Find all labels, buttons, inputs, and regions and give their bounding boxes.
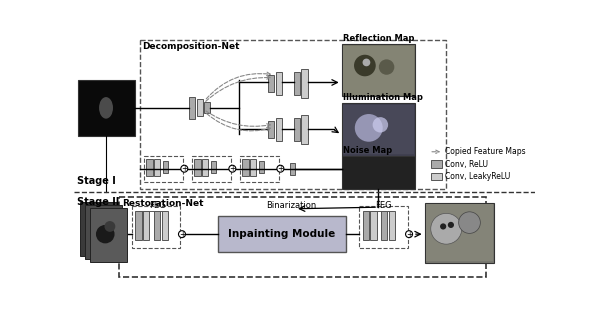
Bar [192, 156, 231, 182]
Bar [154, 211, 160, 240]
Bar [293, 72, 300, 95]
Bar [154, 159, 160, 176]
Bar [135, 211, 142, 240]
Bar [362, 211, 369, 240]
Bar [342, 44, 415, 96]
Bar [197, 100, 203, 116]
Circle shape [181, 165, 188, 172]
Text: Binarization: Binarization [266, 201, 317, 210]
Text: Stage I: Stage I [77, 176, 115, 186]
Bar [211, 161, 216, 173]
Text: Illumination Map: Illumination Map [343, 94, 423, 102]
Bar [268, 75, 274, 92]
FancyArrowPatch shape [207, 113, 270, 131]
Circle shape [277, 165, 284, 172]
Circle shape [459, 212, 481, 233]
Bar [78, 80, 135, 136]
Bar [268, 121, 274, 138]
Bar [242, 159, 249, 176]
Text: FEG: FEG [149, 201, 166, 210]
Bar [162, 211, 168, 240]
Bar [144, 156, 183, 182]
Circle shape [379, 59, 394, 75]
Circle shape [431, 213, 462, 244]
Circle shape [355, 114, 383, 142]
Circle shape [406, 231, 413, 238]
Text: +: + [229, 164, 236, 173]
Circle shape [362, 59, 370, 66]
Bar [290, 163, 295, 175]
Bar [143, 211, 150, 240]
Bar [276, 72, 282, 95]
Bar [343, 105, 413, 154]
Bar [250, 159, 257, 176]
Circle shape [229, 165, 236, 172]
Bar [240, 156, 279, 182]
Bar [389, 211, 395, 240]
Bar [204, 102, 210, 113]
Circle shape [105, 221, 115, 232]
Text: +: + [181, 164, 188, 173]
FancyArrowPatch shape [206, 76, 270, 101]
Text: Stage II: Stage II [77, 197, 119, 207]
Bar [301, 69, 308, 98]
Text: Reflection Map: Reflection Map [343, 34, 415, 43]
Bar [90, 208, 127, 262]
Bar [163, 161, 168, 173]
Bar [202, 159, 208, 176]
Bar [381, 211, 387, 240]
Bar [85, 205, 122, 259]
Circle shape [354, 55, 376, 76]
Bar [425, 203, 494, 263]
Bar [146, 159, 153, 176]
Text: Inpainting Module: Inpainting Module [228, 229, 335, 239]
Bar [217, 216, 346, 252]
Bar [343, 45, 413, 95]
Bar [342, 103, 415, 156]
Bar [370, 211, 377, 240]
Bar [194, 159, 201, 176]
FancyArrowPatch shape [432, 150, 439, 153]
Circle shape [372, 117, 388, 133]
FancyArrowPatch shape [206, 72, 270, 99]
Bar [80, 202, 118, 256]
Text: FEG: FEG [375, 201, 392, 210]
Text: Decomposition-Net: Decomposition-Net [143, 43, 240, 51]
Bar [259, 161, 264, 173]
Text: Restoration-Net: Restoration-Net [122, 199, 204, 209]
Bar [132, 206, 181, 248]
Bar [293, 118, 300, 141]
Text: Noise Map: Noise Map [343, 146, 392, 155]
Text: Copied Feature Maps: Copied Feature Maps [445, 147, 525, 156]
Bar [119, 197, 486, 277]
Text: Conv, LeakyReLU: Conv, LeakyReLU [445, 172, 510, 181]
Bar [359, 206, 407, 248]
FancyArrowPatch shape [206, 111, 270, 127]
Text: +: + [179, 230, 185, 239]
Bar [431, 160, 441, 168]
Bar [426, 204, 493, 261]
Circle shape [178, 231, 185, 238]
Bar [342, 156, 415, 189]
Bar [140, 40, 446, 189]
Text: +: + [277, 164, 283, 173]
Circle shape [448, 222, 454, 228]
Text: Conv, ReLU: Conv, ReLU [445, 160, 488, 169]
Bar [276, 118, 282, 141]
Circle shape [96, 225, 115, 243]
Bar [431, 173, 441, 180]
Circle shape [440, 223, 446, 230]
Ellipse shape [99, 97, 113, 119]
Text: +: + [406, 230, 412, 239]
Bar [189, 97, 195, 119]
Bar [301, 115, 308, 144]
